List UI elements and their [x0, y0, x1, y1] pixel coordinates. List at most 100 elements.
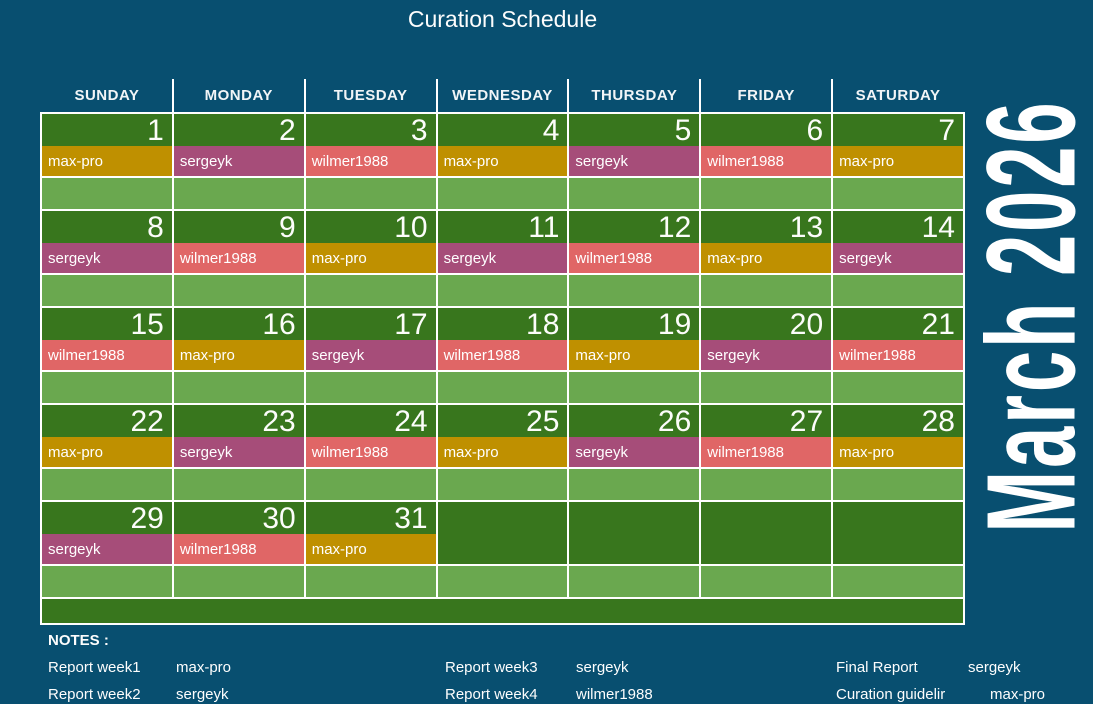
day-number: 18: [526, 308, 560, 341]
empty-row-cell: [569, 566, 700, 597]
assignee-band: sergeyk: [569, 146, 700, 176]
day-cell[interactable]: [833, 502, 963, 564]
empty-row-cell: [833, 566, 963, 597]
day-cell[interactable]: 21 wilmer1988: [833, 308, 963, 370]
empty-row-cell: [305, 372, 436, 403]
day-cell[interactable]: 27 wilmer1988: [701, 405, 832, 467]
day-cell[interactable]: 31 max-pro: [305, 502, 436, 564]
day-cell[interactable]: 22 max-pro: [42, 405, 172, 467]
empty-row-cell: [42, 566, 172, 597]
assignee-band: max-pro: [305, 534, 436, 564]
assignee-band: wilmer1988: [173, 243, 304, 273]
day-cell[interactable]: 5 sergeyk: [569, 114, 700, 176]
assignee-band: wilmer1988: [701, 146, 832, 176]
day-cell[interactable]: 8 sergeyk: [42, 211, 172, 273]
empty-row-cell: [833, 178, 963, 209]
note-value: wilmer1988: [576, 686, 653, 703]
day-cell[interactable]: 18 wilmer1988: [437, 308, 568, 370]
empty-row-cell: [833, 275, 963, 306]
day-cell[interactable]: 4 max-pro: [437, 114, 568, 176]
day-cell[interactable]: 25 max-pro: [437, 405, 568, 467]
day-cell[interactable]: 19 max-pro: [569, 308, 700, 370]
day-number: 7: [938, 114, 955, 147]
assignee-band: max-pro: [42, 437, 172, 467]
empty-row-cell: [42, 275, 172, 306]
day-cell[interactable]: 6 wilmer1988: [701, 114, 832, 176]
weekday-header-row: SUNDAY MONDAY TUESDAY WEDNESDAY THURSDAY…: [42, 79, 963, 112]
assignee-band: max-pro: [437, 146, 568, 176]
day-cell[interactable]: 7 max-pro: [833, 114, 963, 176]
empty-row-cell: [701, 372, 832, 403]
empty-row-cell: [437, 372, 568, 403]
day-number: 31: [394, 502, 428, 535]
empty-row-cell: [437, 275, 568, 306]
assignee-band: max-pro: [833, 146, 963, 176]
day-number: 29: [130, 502, 164, 535]
assignee-band: wilmer1988: [833, 340, 963, 370]
assignee-band: wilmer1988: [305, 146, 436, 176]
assignee-band: wilmer1988: [437, 340, 568, 370]
empty-row-cell: [173, 275, 304, 306]
day-cell[interactable]: 15 wilmer1988: [42, 308, 172, 370]
day-cell[interactable]: [701, 502, 832, 564]
day-cell[interactable]: 30 wilmer1988: [173, 502, 304, 564]
assignee-band: max-pro: [42, 146, 172, 176]
assignee-band: max-pro: [437, 437, 568, 467]
day-number: 19: [657, 308, 692, 341]
weekday-header-tuesday: TUESDAY: [305, 79, 436, 112]
day-number: 4: [542, 114, 560, 147]
day-number: 9: [279, 211, 296, 244]
day-number: 3: [410, 114, 428, 147]
calendar-bottom-strip: [42, 599, 963, 623]
day-cell[interactable]: 29 sergeyk: [42, 502, 172, 564]
day-cell[interactable]: 23 sergeyk: [173, 405, 304, 467]
assignee-band: max-pro: [833, 437, 963, 467]
empty-row-cell: [305, 275, 436, 306]
assignee-band: wilmer1988: [701, 437, 832, 467]
day-cell[interactable]: 3 wilmer1988: [305, 114, 436, 176]
empty-row-cell: [833, 372, 963, 403]
day-cell[interactable]: [569, 502, 700, 564]
note-label: Report week4: [445, 686, 538, 703]
note-label: Curation guidelir: [836, 686, 946, 703]
empty-row-cell: [305, 178, 436, 209]
day-cell[interactable]: [437, 502, 568, 564]
empty-row-cell: [437, 566, 568, 597]
weekday-header-saturday: SATURDAY: [833, 79, 963, 112]
day-number: 15: [130, 308, 164, 341]
day-cell[interactable]: 13 max-pro: [701, 211, 832, 273]
day-cell[interactable]: 20 sergeyk: [701, 308, 832, 370]
weekday-header-sunday: SUNDAY: [42, 79, 172, 112]
day-cell[interactable]: 11 sergeyk: [437, 211, 568, 273]
day-cell[interactable]: 24 wilmer1988: [305, 405, 436, 467]
empty-row-cell: [569, 372, 700, 403]
notes-heading: NOTES :: [48, 632, 109, 649]
day-number: 13: [789, 211, 824, 244]
empty-row-cell: [42, 178, 172, 209]
weekday-header-wednesday: WEDNESDAY: [437, 79, 568, 112]
note-label: Final Report: [836, 659, 918, 676]
day-number: 12: [657, 211, 692, 244]
day-cell[interactable]: 9 wilmer1988: [173, 211, 304, 273]
assignee-band: max-pro: [305, 243, 436, 273]
note-value: sergeyk: [576, 659, 629, 676]
day-number: 8: [147, 211, 164, 244]
day-number: 26: [657, 405, 692, 438]
day-cell[interactable]: 28 max-pro: [833, 405, 963, 467]
day-cell[interactable]: 16 max-pro: [173, 308, 304, 370]
note-label: Report week1: [48, 659, 141, 676]
assignee-band: sergeyk: [42, 243, 172, 273]
day-cell[interactable]: 12 wilmer1988: [569, 211, 700, 273]
day-cell[interactable]: 1 max-pro: [42, 114, 172, 176]
day-cell[interactable]: 14 sergeyk: [833, 211, 963, 273]
day-cell[interactable]: 10 max-pro: [305, 211, 436, 273]
note-label: Report week3: [445, 659, 538, 676]
empty-row-cell: [833, 469, 963, 500]
day-cell[interactable]: 17 sergeyk: [305, 308, 436, 370]
assignee-band: max-pro: [701, 243, 832, 273]
empty-row-cell: [701, 275, 832, 306]
day-cell[interactable]: 26 sergeyk: [569, 405, 700, 467]
day-number: 10: [394, 211, 428, 244]
day-cell[interactable]: 2 sergeyk: [173, 114, 304, 176]
weekday-header-thursday: THURSDAY: [569, 79, 700, 112]
